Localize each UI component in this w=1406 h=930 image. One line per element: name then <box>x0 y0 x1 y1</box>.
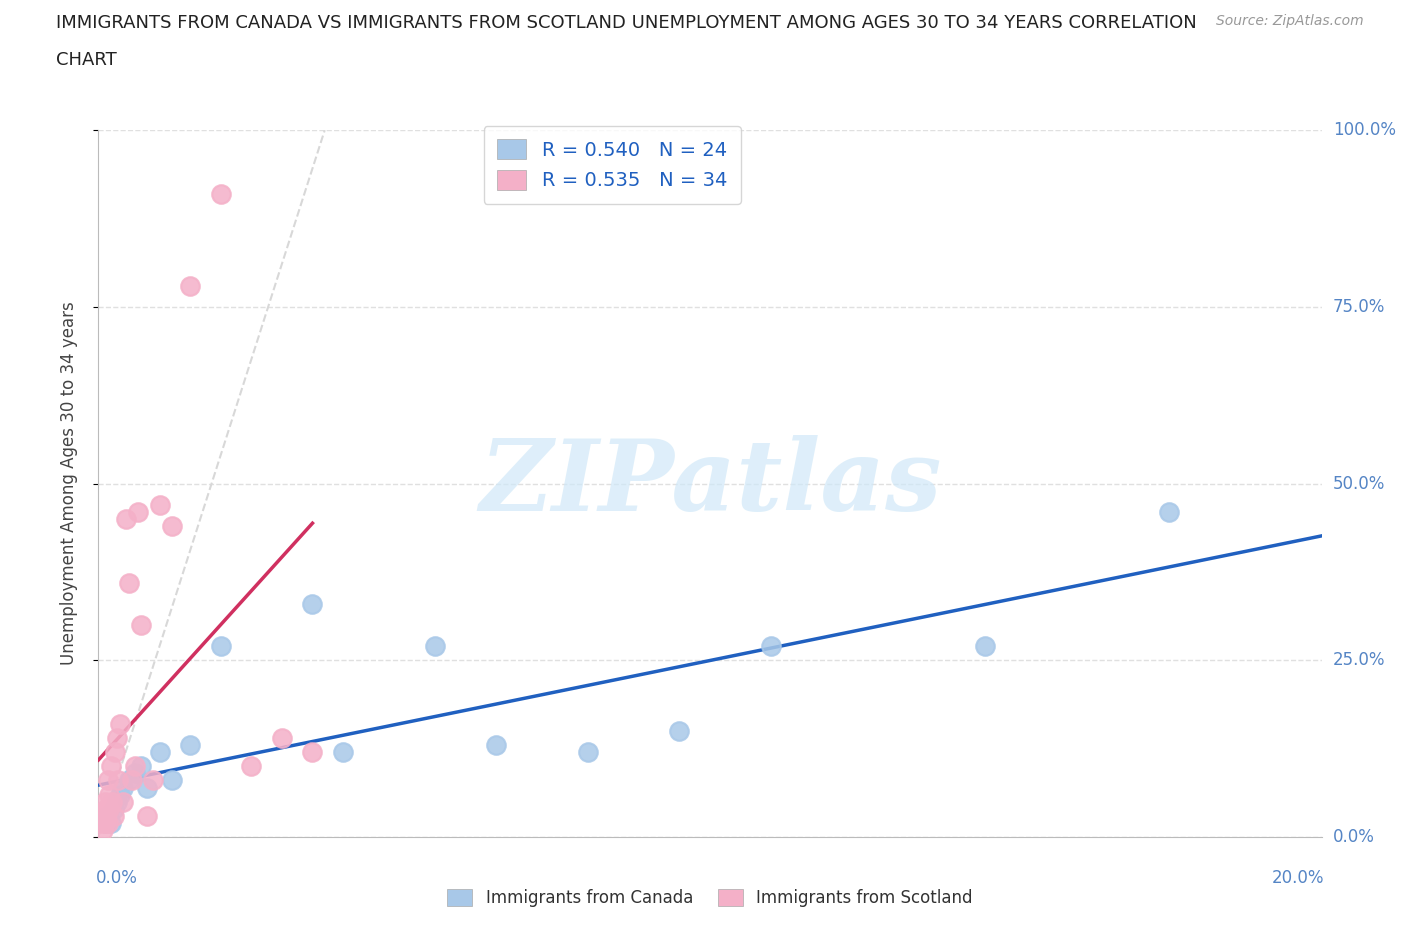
Point <box>209 639 232 654</box>
Point <box>668 724 690 738</box>
Point <box>129 759 152 774</box>
Point <box>142 773 165 788</box>
Point <box>105 731 128 746</box>
Y-axis label: Unemployment Among Ages 30 to 34 years: Unemployment Among Ages 30 to 34 years <box>59 301 77 666</box>
Point <box>1157 504 1180 519</box>
Point <box>576 745 599 760</box>
Point <box>107 773 129 788</box>
Point <box>270 731 294 746</box>
Text: IMMIGRANTS FROM CANADA VS IMMIGRANTS FROM SCOTLAND UNEMPLOYMENT AMONG AGES 30 TO: IMMIGRANTS FROM CANADA VS IMMIGRANTS FRO… <box>56 14 1197 32</box>
Point <box>332 745 354 760</box>
Point <box>179 278 201 293</box>
Text: ZIPatlas: ZIPatlas <box>479 435 941 532</box>
Point <box>136 780 159 795</box>
Point <box>179 737 201 752</box>
Point <box>111 794 134 809</box>
Point <box>104 745 127 760</box>
Point <box>97 816 120 830</box>
Point <box>94 808 117 823</box>
Text: CHART: CHART <box>56 51 117 69</box>
Point <box>209 186 232 201</box>
Point <box>98 802 121 817</box>
Point <box>127 504 149 519</box>
Text: 75.0%: 75.0% <box>1333 298 1385 316</box>
Point <box>100 816 122 830</box>
Point <box>118 773 141 788</box>
Text: 20.0%: 20.0% <box>1271 869 1324 887</box>
Point <box>111 780 134 795</box>
Point <box>129 618 152 632</box>
Point <box>485 737 508 752</box>
Point <box>149 498 172 512</box>
Point <box>149 745 172 760</box>
Point <box>301 596 323 611</box>
Point <box>103 802 125 817</box>
Text: 25.0%: 25.0% <box>1333 651 1385 670</box>
Text: Source: ZipAtlas.com: Source: ZipAtlas.com <box>1216 14 1364 28</box>
Point <box>115 512 138 526</box>
Text: 100.0%: 100.0% <box>1333 121 1396 140</box>
Legend: Immigrants from Canada, Immigrants from Scotland: Immigrants from Canada, Immigrants from … <box>440 882 980 913</box>
Text: 0.0%: 0.0% <box>1333 828 1375 846</box>
Point <box>423 639 446 654</box>
Point <box>97 808 120 823</box>
Point <box>974 639 997 654</box>
Point <box>160 773 183 788</box>
Point <box>108 787 131 802</box>
Point <box>96 802 118 817</box>
Point <box>240 759 263 774</box>
Point <box>97 773 120 788</box>
Point <box>93 816 115 830</box>
Point <box>124 759 146 774</box>
Point <box>100 759 122 774</box>
Point <box>91 822 114 837</box>
Point <box>93 816 115 830</box>
Point <box>93 794 115 809</box>
Point <box>103 808 125 823</box>
Point <box>136 808 159 823</box>
Point <box>160 519 183 534</box>
Text: 50.0%: 50.0% <box>1333 474 1385 493</box>
Point <box>91 808 114 823</box>
Point <box>118 575 141 590</box>
Point <box>124 766 146 781</box>
Point <box>90 816 112 830</box>
Point <box>121 773 143 788</box>
Point <box>101 794 124 809</box>
Point <box>105 794 128 809</box>
Point <box>301 745 323 760</box>
Point <box>761 639 783 654</box>
Point <box>97 787 120 802</box>
Text: 0.0%: 0.0% <box>96 869 138 887</box>
Point <box>108 716 131 731</box>
